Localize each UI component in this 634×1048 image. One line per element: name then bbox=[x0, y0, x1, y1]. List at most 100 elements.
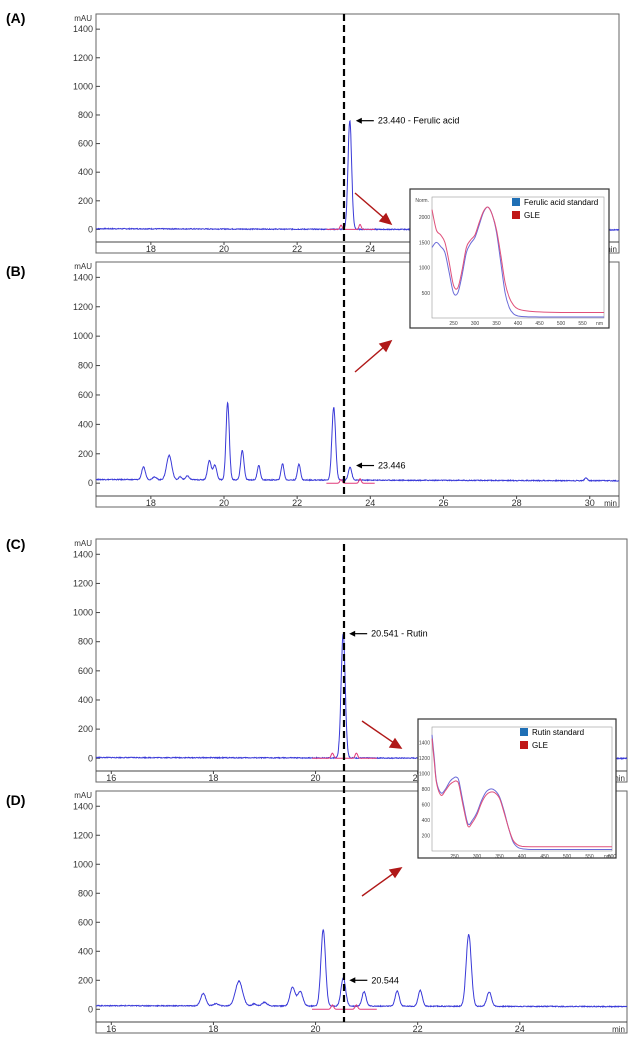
spectrum-gle bbox=[431, 206, 605, 314]
x-tick-label: 22 bbox=[292, 498, 302, 508]
y-tick-label: 0 bbox=[88, 224, 93, 234]
panel-label: (D) bbox=[6, 792, 25, 808]
arrow-b-head bbox=[378, 339, 393, 353]
y-tick-label: 600 bbox=[78, 917, 93, 927]
inset-y-label: Norm. bbox=[415, 198, 429, 204]
inset-y-tick-label: 2000 bbox=[419, 215, 430, 221]
panel-label: (C) bbox=[6, 536, 25, 552]
y-tick-label: 800 bbox=[78, 637, 93, 647]
y-tick-label: 1400 bbox=[73, 272, 93, 282]
x-tick-label: 24 bbox=[365, 244, 375, 254]
inset-y-tick-label: 1400 bbox=[419, 741, 430, 747]
annotation-arrow-head bbox=[349, 630, 356, 637]
x-axis-unit-label: min bbox=[612, 1025, 625, 1034]
inset-frame bbox=[417, 718, 617, 859]
y-tick-label: 1000 bbox=[73, 608, 93, 618]
plot-frame bbox=[95, 13, 620, 254]
y-tick-label: 1200 bbox=[73, 578, 93, 588]
arrow-c-head bbox=[388, 737, 403, 749]
y-tick-label: 800 bbox=[78, 888, 93, 898]
inset-plot-area bbox=[431, 196, 605, 319]
legend-label: Ferulic acid standard bbox=[524, 198, 598, 207]
y-tick-label: 800 bbox=[78, 110, 93, 120]
x-tick-label: 22 bbox=[413, 1024, 423, 1034]
x-tick-label: 24 bbox=[515, 1024, 525, 1034]
x-axis-unit-label: min bbox=[604, 499, 617, 508]
y-tick-label: 200 bbox=[78, 449, 93, 459]
y-tick-label: 800 bbox=[78, 361, 93, 371]
chromatogram-trace bbox=[95, 928, 628, 1009]
inset-x-unit: nm bbox=[604, 854, 611, 860]
annotation-arrow-head bbox=[356, 462, 363, 469]
y-tick-label: 400 bbox=[78, 695, 93, 705]
y-tick-label: 600 bbox=[78, 390, 93, 400]
inset-x-tick-label: 300 bbox=[473, 854, 482, 860]
inset-x-tick-label: 400 bbox=[514, 321, 523, 327]
arrow-d-to-inset bbox=[361, 872, 395, 897]
y-tick-label: 1400 bbox=[73, 801, 93, 811]
plot-frame bbox=[95, 261, 620, 508]
y-tick-label: 0 bbox=[88, 1004, 93, 1014]
y-tick-label: 200 bbox=[78, 724, 93, 734]
panel-label: (B) bbox=[6, 263, 25, 279]
peak-annotation: 20.544 bbox=[371, 975, 399, 985]
y-tick-label: 1400 bbox=[73, 24, 93, 34]
y-tick-label: 1000 bbox=[73, 81, 93, 91]
arrow-c-to-inset bbox=[361, 720, 395, 744]
legend-swatch bbox=[512, 198, 520, 206]
inset-x-tick-label: 450 bbox=[540, 854, 549, 860]
inset-y-tick-label: 400 bbox=[422, 818, 431, 824]
inset-x-tick-label: 500 bbox=[563, 854, 572, 860]
overlay-trace bbox=[326, 223, 375, 230]
uv-spectra-insets: Norm. 500 1000 1500 2000 250 300 350 400 450 500 55… bbox=[409, 188, 617, 860]
chromatogram-trace bbox=[95, 401, 620, 483]
inset-x-tick-label: 250 bbox=[450, 854, 459, 860]
panel-d: (D) mAU min 0 200 400 600 800 1000 1200 1400 16 18 20… bbox=[6, 790, 628, 1034]
plot-frame bbox=[95, 790, 628, 1034]
x-axis-unit-label: min bbox=[612, 774, 625, 783]
y-tick-label: 200 bbox=[78, 975, 93, 985]
arrow-b-to-inset bbox=[354, 346, 385, 373]
y-axis-unit-label: mAU bbox=[74, 791, 92, 800]
x-tick-label: 22 bbox=[292, 244, 302, 254]
inset-x-tick-label: 250 bbox=[449, 321, 458, 327]
y-tick-label: 1200 bbox=[73, 53, 93, 63]
inset-x-tick-label: 600 bbox=[608, 854, 617, 860]
annotation-arrow-head bbox=[355, 117, 362, 124]
y-tick-label: 400 bbox=[78, 419, 93, 429]
inset-x-tick-label: 400 bbox=[518, 854, 527, 860]
inset-plot-area bbox=[431, 726, 613, 852]
x-tick-label: 24 bbox=[365, 498, 375, 508]
x-tick-label: 18 bbox=[208, 1024, 218, 1034]
y-tick-label: 600 bbox=[78, 139, 93, 149]
peak-annotation: 23.446 bbox=[378, 461, 406, 471]
y-tick-label: 1000 bbox=[73, 331, 93, 341]
inset-y-tick-label: 1000 bbox=[419, 266, 430, 272]
peak-annotation: 23.440 - Ferulic acid bbox=[378, 116, 460, 126]
inset-rutin: 200 400 600 800 1000 1200 1400 250 300 350 400 450 5… bbox=[417, 718, 617, 860]
inset-y-tick-label: 1000 bbox=[419, 772, 430, 778]
inset-y-tick-label: 1200 bbox=[419, 756, 430, 762]
arrow-d-head bbox=[388, 867, 403, 879]
y-tick-label: 200 bbox=[78, 196, 93, 206]
x-tick-label: 26 bbox=[438, 498, 448, 508]
overlay-trace bbox=[326, 478, 375, 484]
y-axis-unit-label: mAU bbox=[74, 539, 92, 548]
x-tick-label: 20 bbox=[311, 773, 321, 783]
y-axis-unit-label: mAU bbox=[74, 14, 92, 23]
y-tick-label: 0 bbox=[88, 753, 93, 763]
x-tick-label: 16 bbox=[106, 773, 116, 783]
y-tick-label: 0 bbox=[88, 478, 93, 488]
arrow-a-to-inset bbox=[354, 192, 385, 219]
inset-y-tick-label: 200 bbox=[422, 834, 431, 840]
legend-label: Rutin standard bbox=[532, 728, 584, 737]
legend-swatch bbox=[520, 741, 528, 749]
inset-x-tick-label: 500 bbox=[557, 321, 566, 327]
x-tick-label: 18 bbox=[146, 244, 156, 254]
x-axis-unit-label: min bbox=[604, 245, 617, 254]
legend-swatch bbox=[520, 728, 528, 736]
legend-label: GLE bbox=[532, 741, 548, 750]
inset-x-tick-label: 350 bbox=[492, 321, 501, 327]
inset-x-tick-label: 550 bbox=[578, 321, 587, 327]
